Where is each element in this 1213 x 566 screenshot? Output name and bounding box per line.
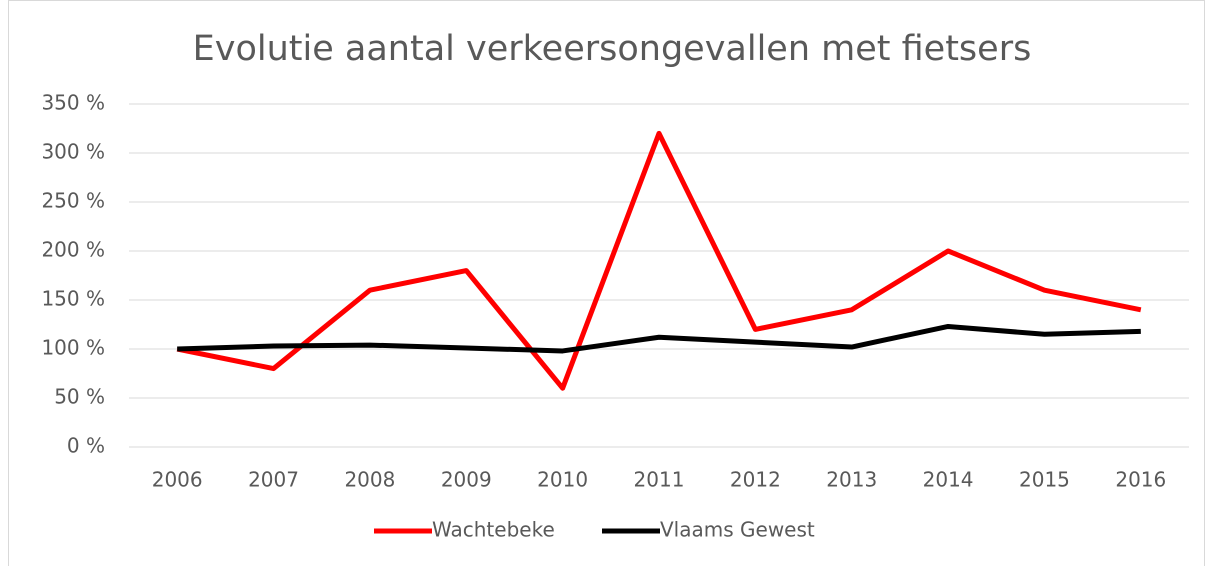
x-tick-label: 2008	[344, 468, 395, 492]
x-tick-label: 2007	[248, 468, 299, 492]
x-tick-label: 2006	[152, 468, 203, 492]
x-tick-label: 2010	[537, 468, 588, 492]
y-tick-label: 250 %	[41, 189, 105, 213]
series-line	[176, 130, 1142, 391]
x-tick-label: 2011	[634, 468, 685, 492]
x-tick-label: 2012	[730, 468, 781, 492]
y-tick-label: 300 %	[41, 140, 105, 164]
series-line	[177, 323, 1141, 354]
y-tick-label: 150 %	[41, 287, 105, 311]
legend-label: Vlaams Gewest	[660, 518, 815, 542]
y-tick-label: 350 %	[41, 91, 105, 115]
x-tick-label: 2015	[1019, 468, 1070, 492]
x-tick-label: 2013	[826, 468, 877, 492]
x-tick-label: 2014	[923, 468, 974, 492]
y-tick-label: 0 %	[67, 434, 105, 458]
x-tick-label: 2016	[1115, 468, 1166, 492]
chart-border	[8, 0, 1205, 566]
chart-title: Evolutie aantal verkeersongevallen met f…	[193, 29, 1032, 69]
y-tick-label: 100 %	[41, 336, 105, 360]
y-tick-label: 200 %	[41, 238, 105, 262]
y-tick-label: 50 %	[54, 385, 105, 409]
legend-label: Wachtebeke	[432, 518, 555, 542]
x-tick-label: 2009	[441, 468, 492, 492]
